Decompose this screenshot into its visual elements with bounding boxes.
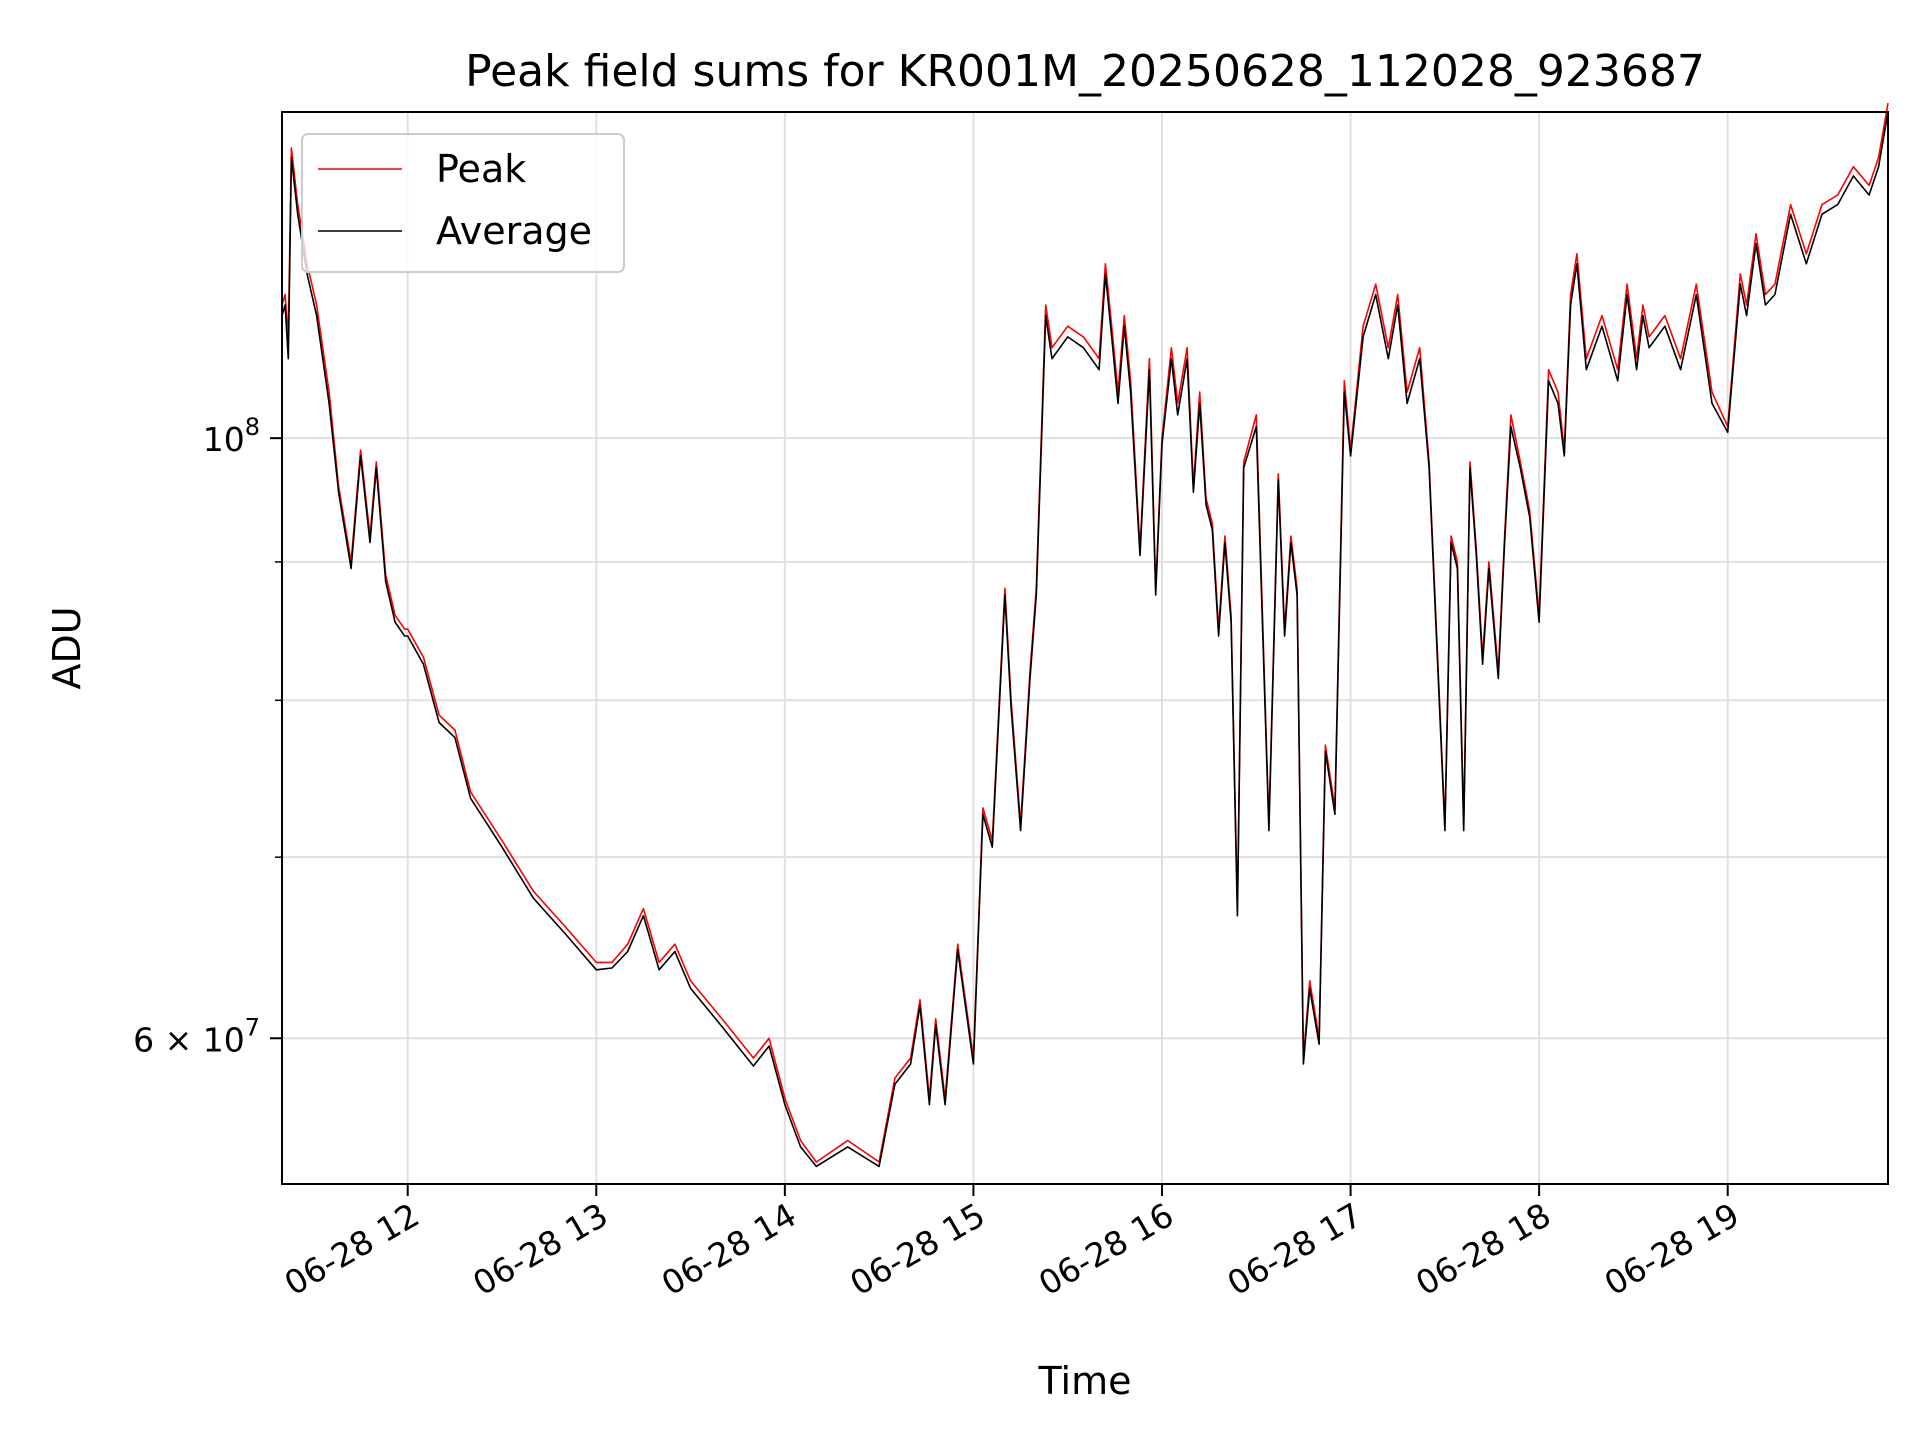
series-line-average [281,111,1889,1168]
legend: Peak Average [301,133,625,273]
x-axis-label: Time [1038,1359,1132,1403]
y-axis-label: ADU [45,606,89,689]
y-tick-label: 108 [203,413,260,459]
y-tick-label: 6 × 107 [133,1013,260,1059]
legend-peak-label: Peak [436,147,526,191]
legend-average-label: Average [436,209,592,253]
series-layer [281,102,1889,1168]
chart-title: Peak field sums for KR001M_20250628_1120… [465,46,1705,97]
plot-frame [281,111,1889,1185]
grid [282,112,1888,1184]
